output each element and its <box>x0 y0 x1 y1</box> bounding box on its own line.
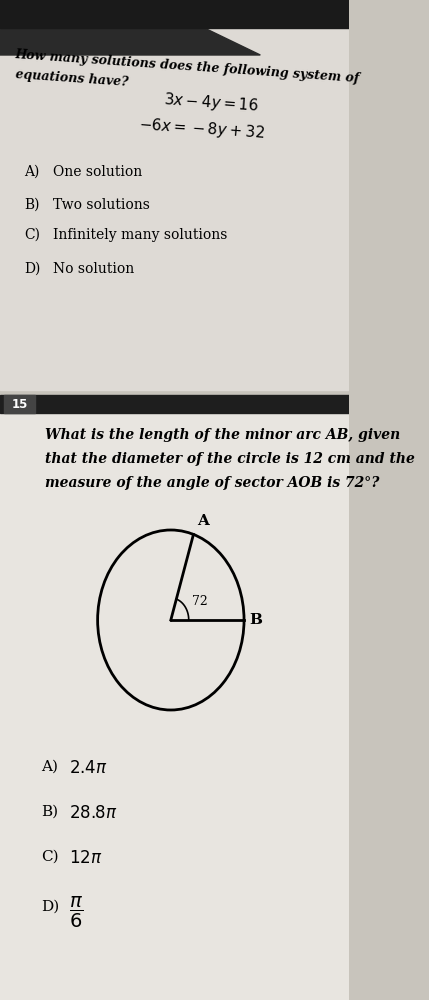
Text: measure of the angle of sector AOB is 72°?: measure of the angle of sector AOB is 72… <box>45 476 379 490</box>
Text: What is the length of the minor arc AB, given: What is the length of the minor arc AB, … <box>45 428 400 442</box>
Polygon shape <box>0 0 349 28</box>
Bar <box>0 395 349 413</box>
Text: D): D) <box>24 262 41 276</box>
Text: One solution: One solution <box>53 165 142 179</box>
Text: $2.4\pi$: $2.4\pi$ <box>69 760 108 777</box>
Bar <box>0 28 349 390</box>
Text: No solution: No solution <box>53 262 134 276</box>
Bar <box>0 413 349 1000</box>
Text: C): C) <box>41 850 58 864</box>
Text: C): C) <box>24 228 40 242</box>
Text: B): B) <box>41 805 58 819</box>
Polygon shape <box>0 0 260 55</box>
Text: B: B <box>249 613 262 627</box>
Text: $\dfrac{\pi}{6}$: $\dfrac{\pi}{6}$ <box>69 895 84 930</box>
Text: D): D) <box>41 900 59 914</box>
Text: Infinitely many solutions: Infinitely many solutions <box>53 228 227 242</box>
Text: How many solutions does the following system of: How many solutions does the following sy… <box>15 48 360 85</box>
Text: $12\pi$: $12\pi$ <box>69 850 103 867</box>
Text: A): A) <box>24 165 40 179</box>
Text: A: A <box>197 514 208 528</box>
Text: Two solutions: Two solutions <box>53 198 150 212</box>
Text: equations have?: equations have? <box>15 68 129 89</box>
Text: 15: 15 <box>11 397 28 410</box>
Bar <box>4 395 35 413</box>
Text: $28.8\pi$: $28.8\pi$ <box>69 805 118 822</box>
Text: B): B) <box>24 198 40 212</box>
Text: A): A) <box>41 760 57 774</box>
Text: $-6x=-8y+32$: $-6x=-8y+32$ <box>138 115 266 143</box>
Text: $3x-4y=16$: $3x-4y=16$ <box>163 90 259 116</box>
Text: 72: 72 <box>192 595 208 608</box>
Text: that the diameter of the circle is 12 cm and the: that the diameter of the circle is 12 cm… <box>45 452 414 466</box>
